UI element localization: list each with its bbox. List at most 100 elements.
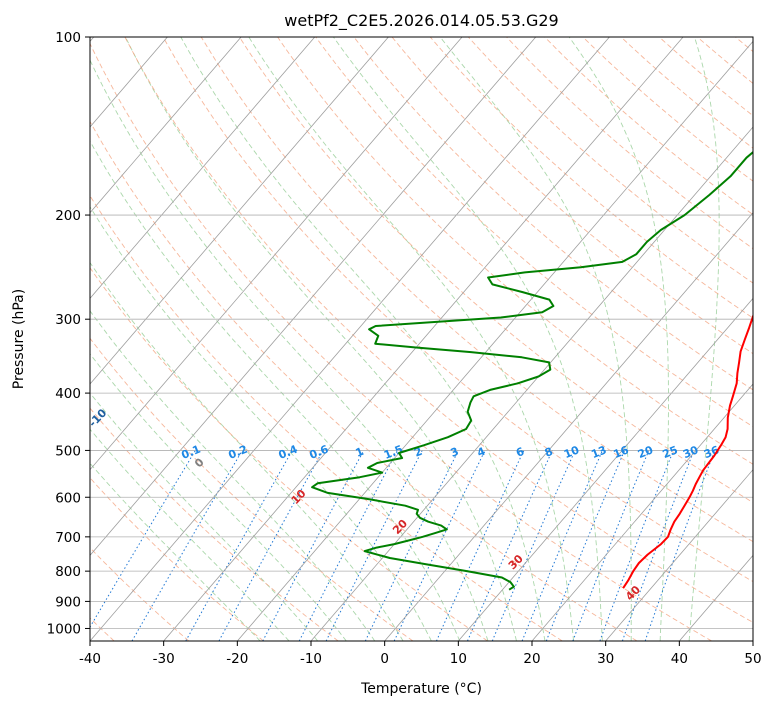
x-tick-label: -10 <box>300 651 322 667</box>
mixing-ratio-line <box>185 450 293 641</box>
dry-adiabat-line <box>90 407 339 641</box>
y-tick-label: 400 <box>55 386 81 402</box>
x-axis: -40 -30 -20 -10 0 10 20 30 40 50 <box>79 641 762 667</box>
isotherm-line <box>90 37 463 471</box>
isotherm-line <box>531 383 753 641</box>
dewpoint-profile-line <box>311 150 753 591</box>
y-tick-label: 600 <box>55 490 81 506</box>
isotherm-line <box>163 37 684 641</box>
isotherm-line <box>384 212 753 641</box>
dry-adiabat-line <box>162 37 753 583</box>
mixing-ratio-label: 16 <box>612 443 631 461</box>
mixing-ratio-label: 36 <box>702 443 721 461</box>
dry-adiabat-line <box>124 37 753 623</box>
moist-adiabat-line <box>90 261 404 641</box>
mixing-ratio-line <box>325 450 423 641</box>
moist-adiabat-line <box>90 428 290 641</box>
isotherm-line <box>90 37 537 556</box>
dry-adiabat-line <box>90 266 488 641</box>
dry-adiabat-line <box>90 194 563 641</box>
x-tick-label: 10 <box>450 651 467 667</box>
mixing-ratio-label: 25 <box>661 443 680 461</box>
mixing-ratio-label: 8 <box>543 445 555 460</box>
plot-content: 0.10.20.40.611.52346810131620253036-100-… <box>90 37 753 641</box>
moist-adiabat-line <box>333 37 603 641</box>
x-tick-label: 40 <box>671 651 688 667</box>
moist-adiabat-line <box>90 206 432 641</box>
isotherm-line <box>605 469 753 641</box>
moist-adiabat-line <box>90 59 489 641</box>
mixing-ratio-line <box>572 450 650 641</box>
moist-adiabats <box>90 37 720 641</box>
x-tick-label: -20 <box>226 651 248 667</box>
y-tick-label: 300 <box>55 312 81 328</box>
isotherm-line <box>90 37 610 641</box>
y-tick-label: 200 <box>55 208 81 224</box>
y-tick-label: 500 <box>55 443 81 459</box>
moist-adiabat-line <box>90 140 461 641</box>
x-tick-label: -40 <box>79 651 101 667</box>
x-tick-label: 20 <box>523 651 540 667</box>
isotherm-line <box>310 126 753 641</box>
mixing-ratio-label: 20 <box>636 443 655 461</box>
mixing-ratio-label: 30 <box>681 443 700 461</box>
isotherm-line <box>90 37 242 214</box>
x-tick-label: 50 <box>744 651 761 667</box>
moist-adiabat-line <box>688 37 720 641</box>
y-tick-label: 700 <box>55 530 81 546</box>
isotherm-line <box>237 40 753 641</box>
mixing-ratio-line <box>262 450 365 641</box>
y-axis-label: Pressure (hPa) <box>11 289 27 389</box>
isotherm-line <box>752 640 753 641</box>
moist-adiabat-line <box>124 37 517 641</box>
dry-adiabat-line <box>391 37 753 355</box>
x-axis-label: Temperature (°C) <box>360 681 482 697</box>
plot-frame <box>89 36 754 642</box>
mixing-ratio-lines <box>90 450 716 641</box>
mixing-ratio-label: 1 <box>354 445 366 460</box>
line-labels: 0.10.20.40.611.52346810131620253036-100-… <box>90 406 721 603</box>
dry-adiabat-line <box>90 120 638 641</box>
moist-adiabat-line <box>90 353 347 641</box>
dry-adiabat-line <box>90 477 264 641</box>
dry-adiabat-line <box>239 37 753 504</box>
mixing-ratio-line <box>521 450 603 641</box>
mixing-ratio-line <box>599 450 674 641</box>
x-tick-label: 30 <box>597 651 614 667</box>
y-axis: 100 200 300 400 500 600 700 800 900 1000 <box>47 30 90 637</box>
mixing-ratio-label: 13 <box>589 443 608 461</box>
mixing-ratio-label: 3 <box>449 445 461 460</box>
dry-adiabat-line <box>277 37 753 465</box>
isotherm-line <box>90 37 389 385</box>
temperature-profile-line <box>622 312 753 589</box>
isotherm-line <box>90 37 316 299</box>
x-tick-label: 0 <box>380 651 389 667</box>
moist-adiabat-line <box>90 462 261 641</box>
mixing-ratio-label: 2 <box>412 445 424 460</box>
y-tick-label: 100 <box>55 30 81 46</box>
mixing-ratio-label: 10 <box>562 443 581 461</box>
moist-adiabat-line <box>90 392 319 641</box>
isotherm-line <box>458 297 753 641</box>
mixing-ratio-line <box>467 450 553 641</box>
y-tick-label: 900 <box>55 594 81 610</box>
y-tick-label: 1000 <box>47 621 81 637</box>
y-tick-label: 800 <box>55 564 81 580</box>
dry-adiabat-line <box>90 42 712 641</box>
mixing-ratio-line <box>545 450 626 641</box>
profiles <box>311 150 753 591</box>
moist-adiabat-line <box>90 310 376 641</box>
moist-adiabat-line <box>439 37 632 641</box>
mixing-ratio-line <box>621 450 695 641</box>
plot-area <box>90 37 753 641</box>
mixing-ratio-line <box>644 450 716 641</box>
moist-adiabat-line <box>180 37 546 641</box>
moist-adiabat-line <box>568 37 669 641</box>
isotherms <box>90 37 753 641</box>
x-tick-label: -30 <box>153 651 175 667</box>
chart-title: wetPf2_C2E5.2026.014.05.53.G29 <box>284 11 558 31</box>
moist-adiabat-line <box>248 37 575 641</box>
mixing-ratio-line <box>218 450 324 641</box>
dry-adiabat-line <box>353 37 753 391</box>
